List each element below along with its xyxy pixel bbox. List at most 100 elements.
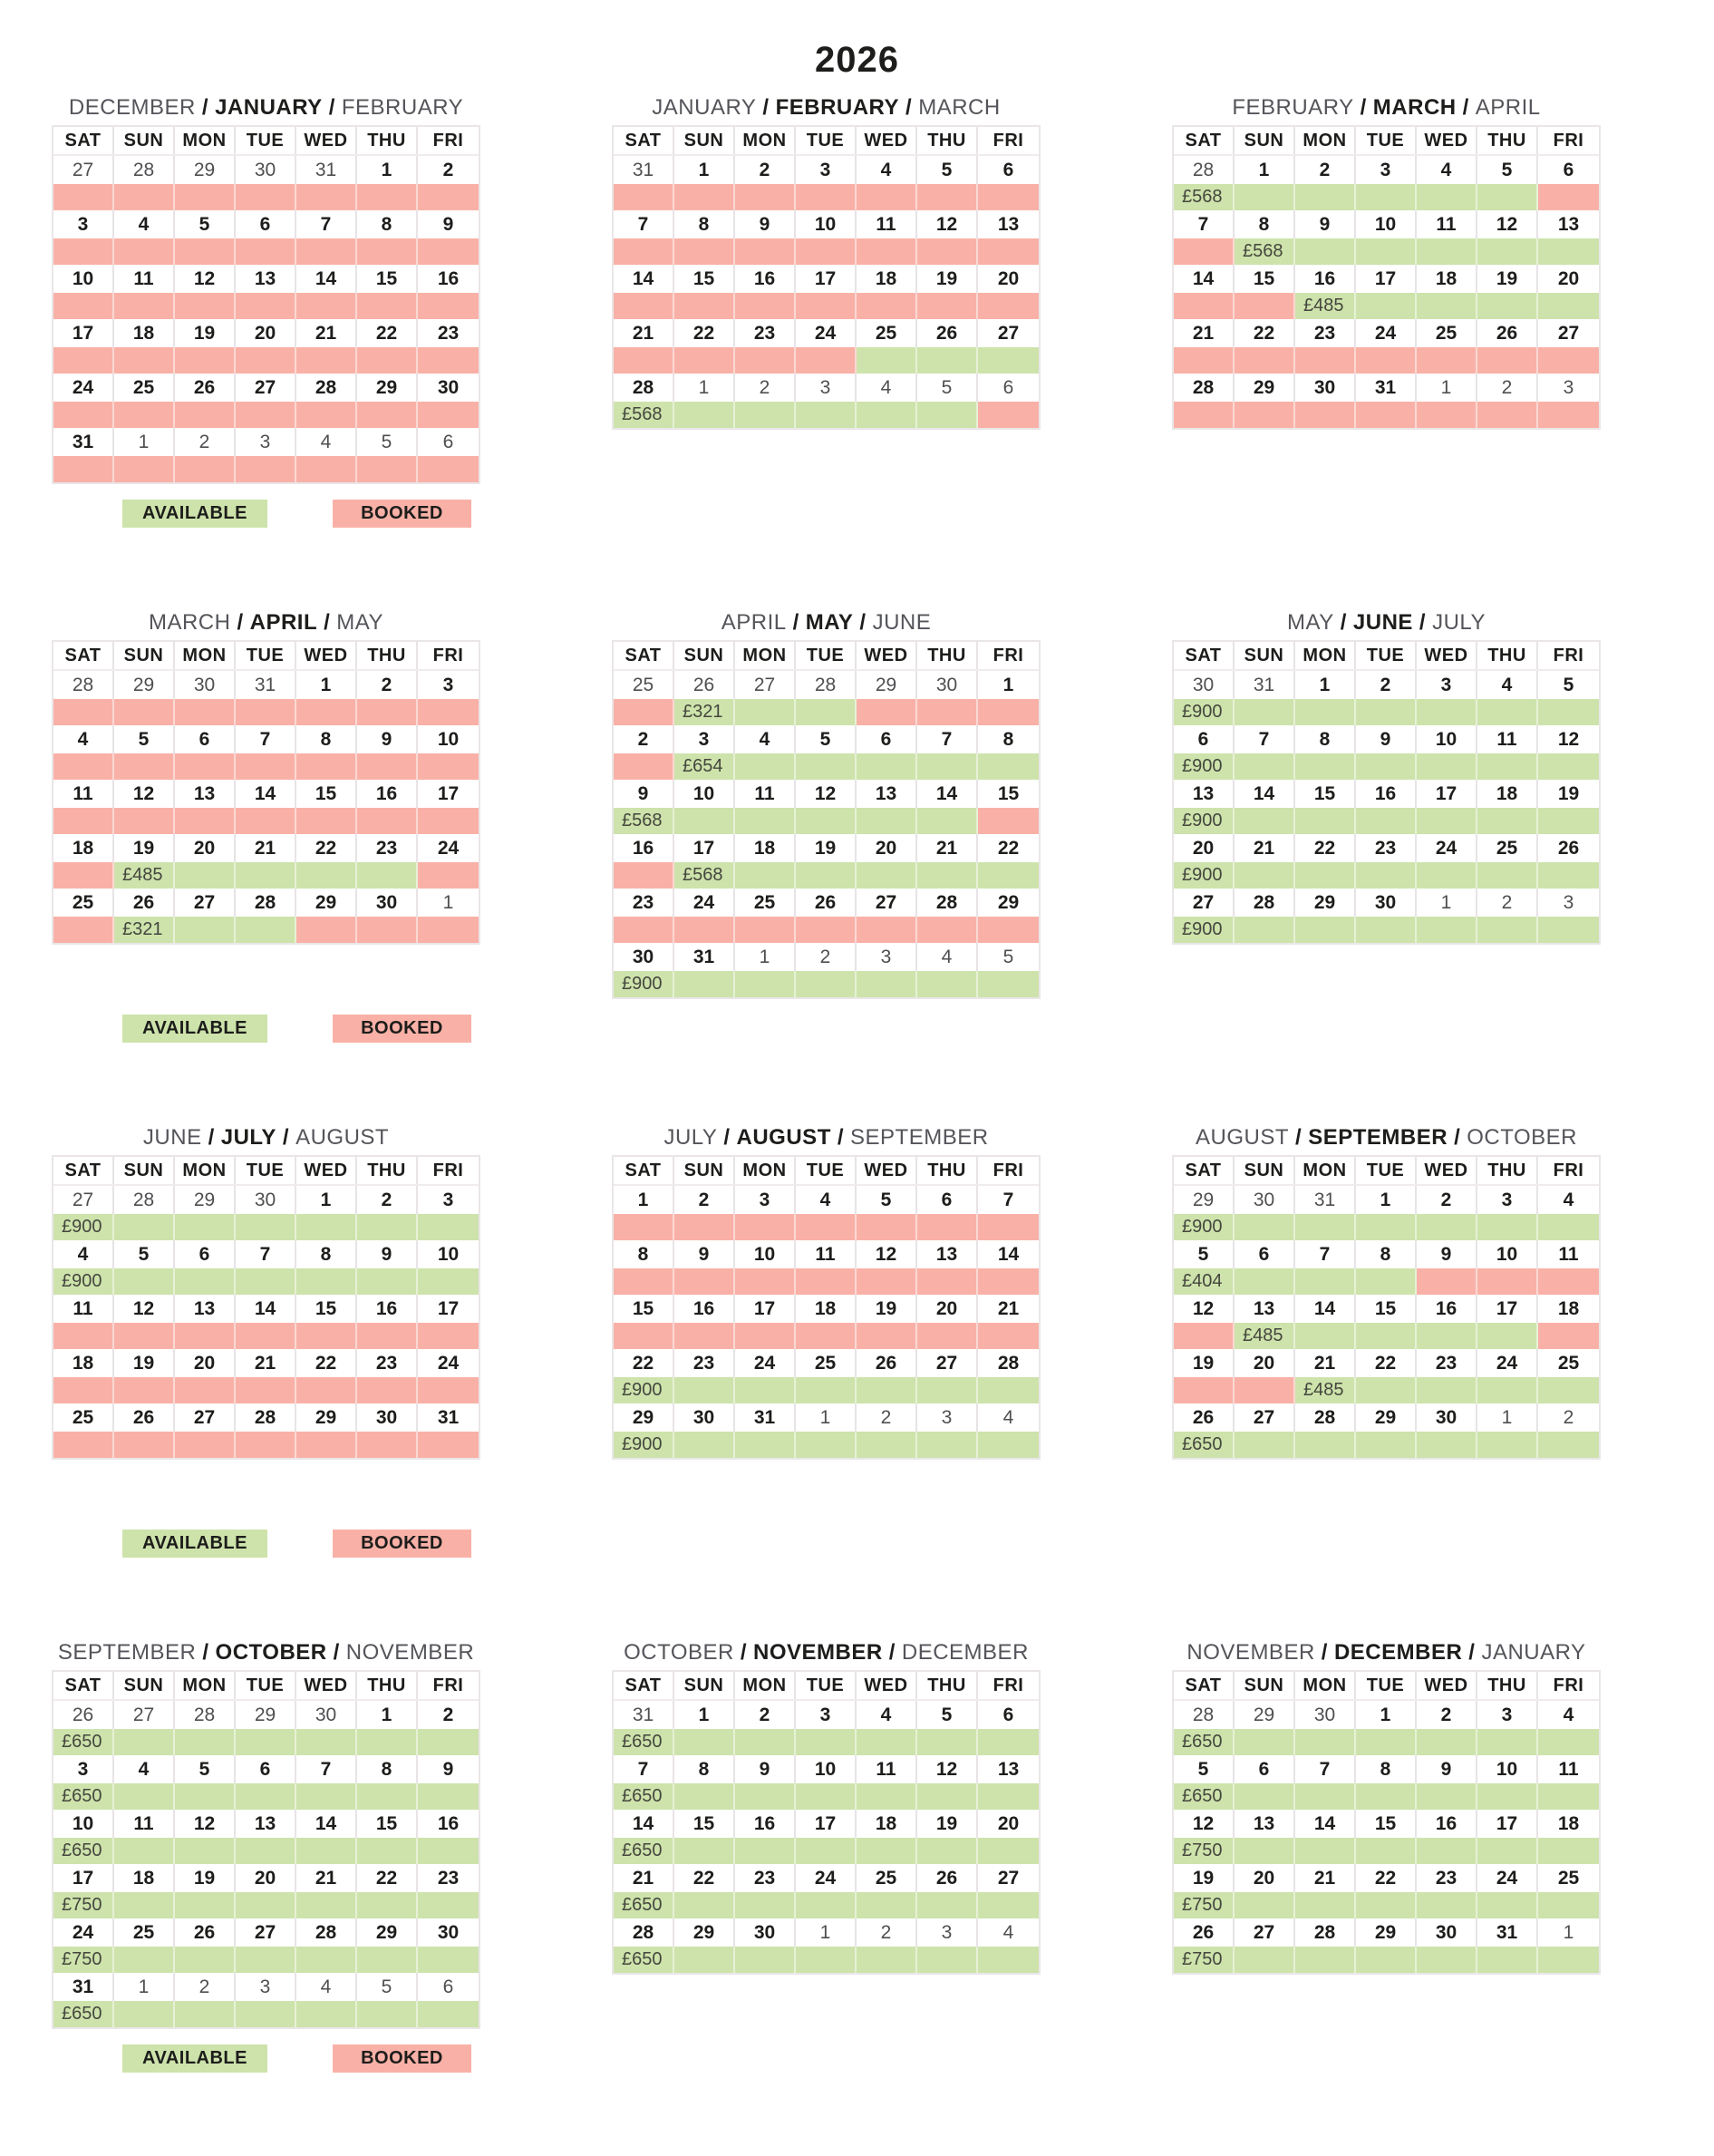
- available-band-cell[interactable]: [1477, 862, 1538, 889]
- available-band-cell[interactable]: [1417, 1838, 1477, 1864]
- available-band-cell[interactable]: [236, 1783, 296, 1810]
- available-band-cell[interactable]: [917, 1838, 978, 1864]
- available-band-cell[interactable]: [1356, 1729, 1417, 1755]
- available-band-cell[interactable]: [1235, 1892, 1295, 1918]
- available-band-cell[interactable]: [1417, 1214, 1477, 1240]
- available-band-cell[interactable]: [1235, 1783, 1295, 1810]
- available-band-cell[interactable]: [1235, 1838, 1295, 1864]
- available-band-cell[interactable]: £404: [1174, 1268, 1235, 1295]
- available-band-cell[interactable]: [1538, 1432, 1599, 1458]
- available-band-cell[interactable]: [1295, 1947, 1356, 1973]
- available-band-cell[interactable]: [735, 971, 796, 997]
- available-band-cell[interactable]: [114, 2001, 175, 2027]
- available-band-cell[interactable]: [357, 1268, 418, 1295]
- available-band-cell[interactable]: [735, 862, 796, 889]
- available-band-cell[interactable]: [1417, 1432, 1477, 1458]
- available-band-cell[interactable]: [1295, 699, 1356, 725]
- available-band-cell[interactable]: [1295, 917, 1356, 943]
- available-band-cell[interactable]: [1538, 238, 1599, 265]
- available-band-cell[interactable]: [357, 2001, 418, 2027]
- available-band-cell[interactable]: [1295, 862, 1356, 889]
- available-band-cell[interactable]: [978, 1783, 1039, 1810]
- available-band-cell[interactable]: [357, 1729, 418, 1755]
- available-band-cell[interactable]: [1356, 1783, 1417, 1810]
- available-band-cell[interactable]: [1477, 808, 1538, 834]
- available-band-cell[interactable]: [1538, 753, 1599, 780]
- available-band-cell[interactable]: [917, 1729, 978, 1755]
- available-band-cell[interactable]: [1295, 184, 1356, 210]
- available-band-cell[interactable]: [1538, 699, 1599, 725]
- available-band-cell[interactable]: [917, 808, 978, 834]
- available-band-cell[interactable]: [1417, 862, 1477, 889]
- available-band-cell[interactable]: [1477, 293, 1538, 319]
- available-band-cell[interactable]: [418, 1729, 479, 1755]
- available-band-cell[interactable]: £750: [1174, 1947, 1235, 1973]
- available-band-cell[interactable]: [1477, 1783, 1538, 1810]
- available-band-cell[interactable]: [1356, 917, 1417, 943]
- available-band-cell[interactable]: [418, 1838, 479, 1864]
- available-band-cell[interactable]: [1417, 1947, 1477, 1973]
- available-band-cell[interactable]: [978, 1892, 1039, 1918]
- available-band-cell[interactable]: [1417, 699, 1477, 725]
- available-band-cell[interactable]: [114, 1947, 175, 1973]
- available-band-cell[interactable]: [1235, 1432, 1295, 1458]
- available-band-cell[interactable]: [1295, 808, 1356, 834]
- available-band-cell[interactable]: [1235, 184, 1295, 210]
- available-band-cell[interactable]: £750: [53, 1947, 114, 1973]
- available-band-cell[interactable]: [1538, 862, 1599, 889]
- available-band-cell[interactable]: [114, 1838, 175, 1864]
- available-band-cell[interactable]: [175, 2001, 236, 2027]
- available-band-cell[interactable]: £900: [53, 1268, 114, 1295]
- available-band-cell[interactable]: [296, 1268, 357, 1295]
- available-band-cell[interactable]: £900: [53, 1214, 114, 1240]
- available-band-cell[interactable]: [1417, 917, 1477, 943]
- available-band-cell[interactable]: [1417, 1892, 1477, 1918]
- available-band-cell[interactable]: [1477, 238, 1538, 265]
- available-band-cell[interactable]: [1235, 862, 1295, 889]
- available-band-cell[interactable]: [175, 917, 236, 943]
- available-band-cell[interactable]: [917, 971, 978, 997]
- available-band-cell[interactable]: [674, 1377, 735, 1403]
- available-band-cell[interactable]: [357, 1892, 418, 1918]
- available-band-cell[interactable]: [1295, 1892, 1356, 1918]
- available-band-cell[interactable]: [674, 1729, 735, 1755]
- available-band-cell[interactable]: [1235, 1268, 1295, 1295]
- available-band-cell[interactable]: [735, 753, 796, 780]
- available-band-cell[interactable]: [296, 1729, 357, 1755]
- available-band-cell[interactable]: [1538, 1377, 1599, 1403]
- available-band-cell[interactable]: [1538, 917, 1599, 943]
- available-band-cell[interactable]: [917, 1377, 978, 1403]
- available-band-cell[interactable]: £900: [614, 1377, 674, 1403]
- available-band-cell[interactable]: [1356, 1947, 1417, 1973]
- available-band-cell[interactable]: £568: [614, 808, 674, 834]
- available-band-cell[interactable]: [857, 1892, 917, 1918]
- available-band-cell[interactable]: [978, 1947, 1039, 1973]
- available-band-cell[interactable]: [418, 1214, 479, 1240]
- available-band-cell[interactable]: £650: [53, 1838, 114, 1864]
- available-band-cell[interactable]: [978, 1838, 1039, 1864]
- available-band-cell[interactable]: [978, 347, 1039, 374]
- available-band-cell[interactable]: £568: [1235, 238, 1295, 265]
- available-band-cell[interactable]: £900: [1174, 808, 1235, 834]
- available-band-cell[interactable]: [418, 1892, 479, 1918]
- available-band-cell[interactable]: [917, 753, 978, 780]
- available-band-cell[interactable]: [236, 1214, 296, 1240]
- available-band-cell[interactable]: [1235, 1214, 1295, 1240]
- available-band-cell[interactable]: [1417, 1323, 1477, 1349]
- available-band-cell[interactable]: [114, 1214, 175, 1240]
- available-band-cell[interactable]: [418, 1268, 479, 1295]
- available-band-cell[interactable]: [1417, 238, 1477, 265]
- available-band-cell[interactable]: £900: [1174, 917, 1235, 943]
- available-band-cell[interactable]: [236, 862, 296, 889]
- available-band-cell[interactable]: £568: [614, 402, 674, 428]
- available-band-cell[interactable]: £900: [1174, 753, 1235, 780]
- available-band-cell[interactable]: [1477, 1947, 1538, 1973]
- available-band-cell[interactable]: [735, 808, 796, 834]
- available-band-cell[interactable]: [1235, 808, 1295, 834]
- available-band-cell[interactable]: [175, 862, 236, 889]
- available-band-cell[interactable]: [735, 1783, 796, 1810]
- available-band-cell[interactable]: [917, 402, 978, 428]
- available-band-cell[interactable]: £650: [614, 1947, 674, 1973]
- available-band-cell[interactable]: [796, 971, 857, 997]
- available-band-cell[interactable]: [1356, 862, 1417, 889]
